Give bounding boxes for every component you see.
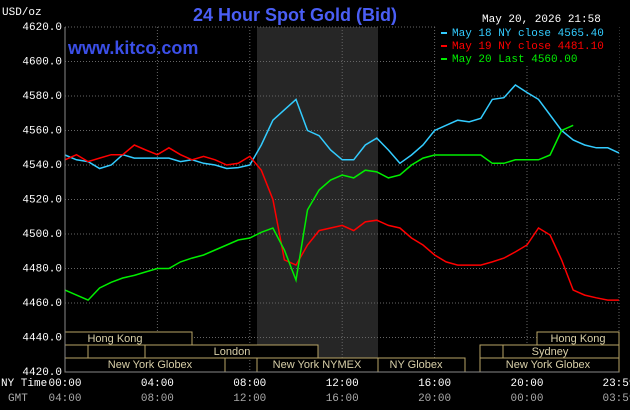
y-tick-label: 4560.0 (22, 125, 62, 137)
session-box (64, 344, 89, 359)
y-tick-label: 4500.0 (22, 229, 62, 241)
x2-tick-label: 08:00 (141, 393, 174, 405)
lines (64, 84, 620, 301)
y-unit: USD/oz (2, 7, 42, 19)
series-line (64, 124, 574, 301)
session-label: New York NYMEX (273, 359, 362, 371)
timestamp: May 20, 2026 21:58 (482, 14, 601, 26)
session-label: Hong Kong (87, 333, 142, 345)
session-label: Sydney (532, 346, 569, 358)
y-tick-label: 4600.0 (22, 56, 62, 68)
y-tick-label: 4480.0 (22, 263, 62, 275)
session-label: NY Globex (390, 359, 443, 371)
x2-tick-label: 16:00 (326, 393, 359, 405)
sessions: Hong Kong London New York Globex New Yor… (64, 331, 620, 373)
session-box (479, 344, 504, 359)
x2-tick-label: 04:00 (48, 393, 81, 405)
y-tick-label: 4580.0 (22, 91, 62, 103)
series-line (64, 144, 619, 301)
y-tick-label: 4440.0 (22, 332, 62, 344)
x2-tick-label: 20:00 (418, 393, 451, 405)
legend-label: May 20 Last 4560.00 (452, 54, 577, 66)
x-tick-label: 16:00 (418, 378, 451, 390)
session-label: Hong Kong (550, 333, 605, 345)
source: www.kitco.com (67, 38, 198, 58)
legend-background (437, 26, 619, 66)
legend-label: May 19 NY close 4481.10 (452, 41, 604, 53)
y-tick-label: 4520.0 (22, 194, 62, 206)
session-box (144, 344, 319, 359)
y-tick-label: 4420.0 (22, 367, 62, 379)
x2-axis-label: GMT (8, 393, 28, 405)
x2-tick-label: 12:00 (233, 393, 266, 405)
legend-label: May 18 NY close 4565.40 (452, 28, 604, 40)
y-tick-label: 4620.0 (22, 22, 62, 34)
session-label: New York Globex (108, 359, 193, 371)
x-tick-label: 12:00 (326, 378, 359, 390)
x-tick-label: 23:59 (602, 378, 630, 390)
session-label: New York Globex (506, 359, 591, 371)
x-tick-label: 08:00 (233, 378, 266, 390)
chart-title: 24 Hour Spot Gold (Bid) (193, 5, 397, 25)
y-tick-label: 4540.0 (22, 160, 62, 172)
x-tick-label: 20:00 (510, 378, 543, 390)
x-tick-label: 04:00 (141, 378, 174, 390)
x2-tick-label: 03:59 (602, 393, 630, 405)
y-tick-label: 4460.0 (22, 298, 62, 310)
x2-tick-label: 00:00 (510, 393, 543, 405)
session-label: London (214, 346, 251, 358)
x-tick-label: 00:00 (48, 378, 81, 390)
series-line (64, 84, 620, 170)
x-axis-label: NY Time (1, 378, 47, 390)
